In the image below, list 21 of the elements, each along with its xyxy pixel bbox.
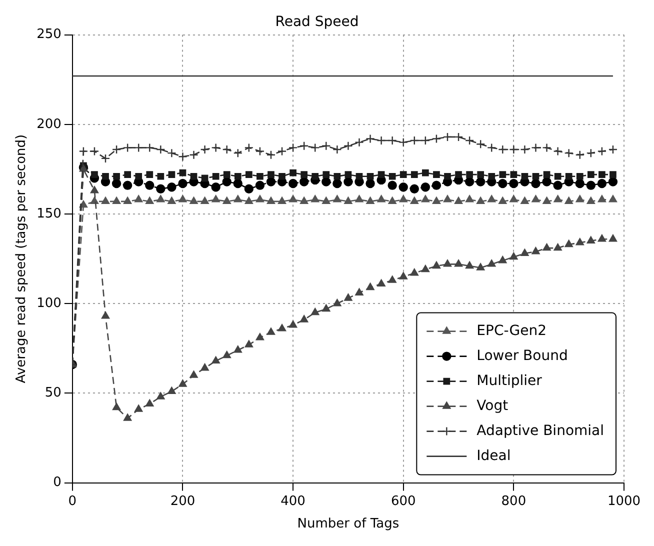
y-tick-label: 250: [36, 27, 62, 42]
y-tick-label: 50: [44, 386, 62, 401]
y-tick-label: 200: [36, 116, 62, 132]
x-tick-label: 600: [390, 494, 416, 509]
y-tick-label: 100: [36, 296, 62, 311]
legend-label: Vogt: [476, 398, 509, 414]
chart-title: Read Speed: [275, 14, 359, 30]
x-tick-label: 800: [501, 494, 526, 509]
y-axis-title: Average read speed (tags per second): [14, 134, 30, 384]
y-tick-label: 0: [53, 475, 62, 490]
x-tick-label: 0: [68, 494, 77, 509]
legend-label: Ideal: [476, 448, 511, 464]
x-tick-label: 200: [170, 494, 196, 509]
legend-label: Adaptive Binomial: [476, 422, 604, 439]
x-tick-label: 400: [280, 494, 306, 509]
x-axis-title: Number of Tags: [297, 516, 400, 532]
x-tick-label: 1000: [607, 494, 641, 509]
legend-label: Multiplier: [476, 372, 542, 389]
legend-label: Lower Bound: [476, 348, 568, 364]
legend-label: EPC-Gen2: [476, 322, 547, 339]
y-tick-label: 150: [36, 206, 62, 222]
